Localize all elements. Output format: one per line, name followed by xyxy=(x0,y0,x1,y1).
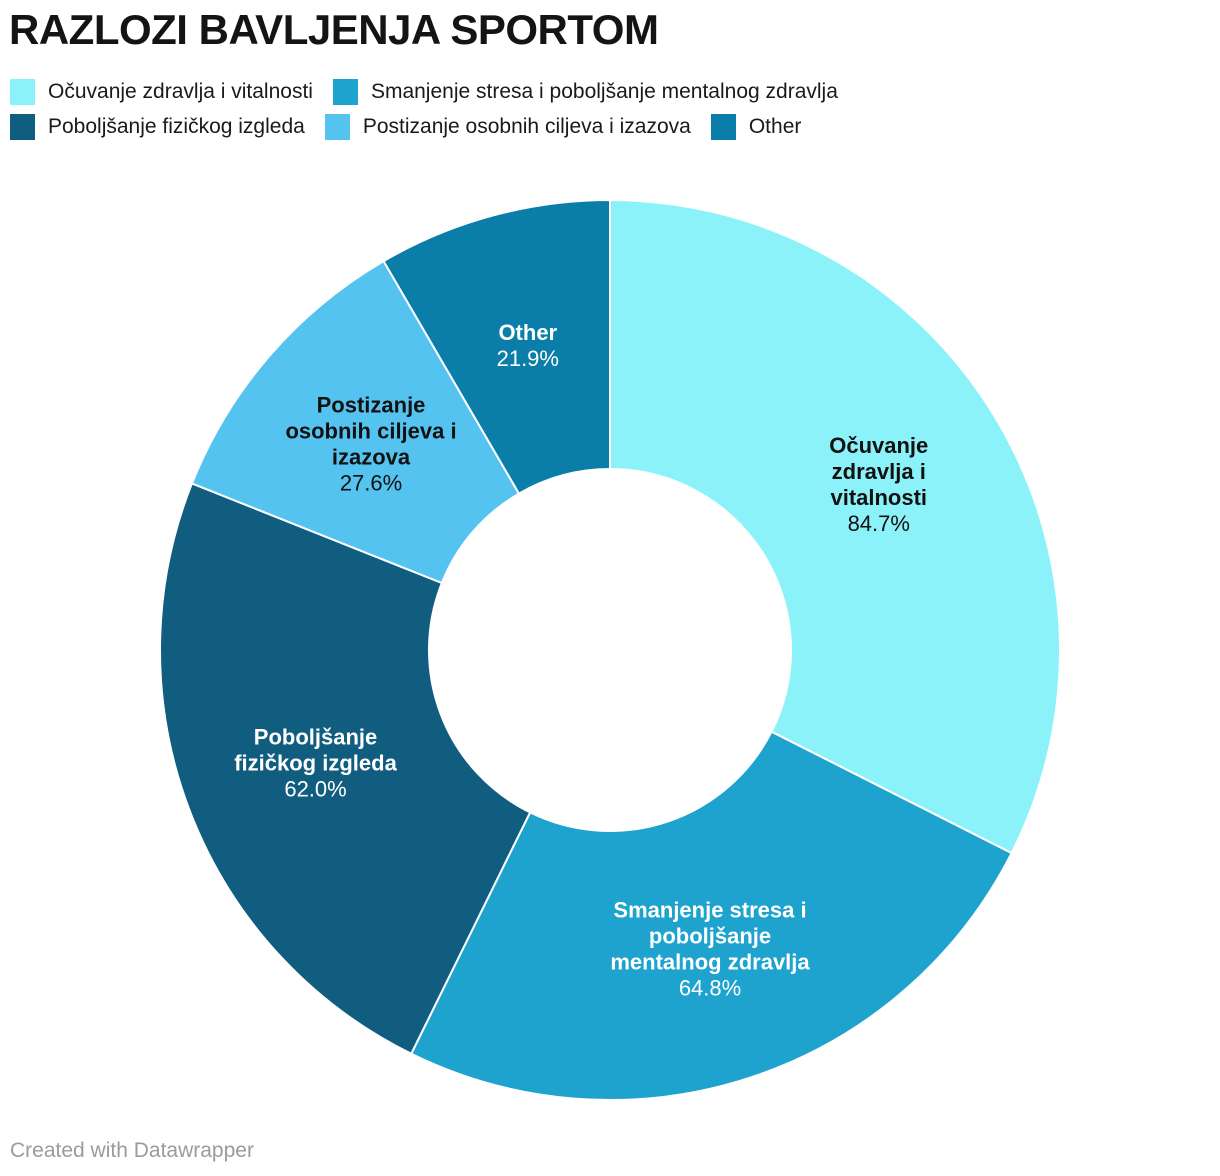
slice-label-1: Očuvanje zdravlja i vitalnosti 84.7% xyxy=(829,433,928,536)
chart-footer: Created with Datawrapper xyxy=(10,1138,254,1164)
slice-label-5: Other 21.9% xyxy=(497,320,559,371)
datawrapper-attribution-link[interactable]: Created with Datawrapper xyxy=(10,1139,254,1162)
legend: Očuvanje zdravlja i vitalnosti Smanjenje … xyxy=(10,79,1020,140)
donut-slice-5[interactable] xyxy=(382,198,611,495)
legend-item-5: Other xyxy=(710,114,802,140)
legend-label: Other xyxy=(748,115,802,138)
legend-swatch-icon xyxy=(324,114,350,140)
legend-swatch-icon xyxy=(10,79,35,105)
legend-label: Smanjenje stresa i poboljšanje mentalnog… xyxy=(370,80,838,103)
donut-slice-1[interactable] xyxy=(609,198,1062,855)
legend-label: Poboljšanje fizičkog izgleda xyxy=(48,115,305,138)
donut-slice-4[interactable] xyxy=(190,259,521,585)
legend-item-4: Postizanje osobnih ciljeva i izazova xyxy=(324,114,691,140)
legend-swatch-icon xyxy=(332,79,358,105)
legend-label: Očuvanje zdravlja i vitalnosti xyxy=(48,80,313,103)
legend-swatch-icon xyxy=(710,114,736,140)
legend-item-1: Očuvanje zdravlja i vitalnosti xyxy=(10,79,313,105)
legend-item-2: Smanjenje stresa i poboljšanje mentalnog… xyxy=(332,79,838,105)
slice-label-3: Poboljšanje fizičkog izgleda 62.0% xyxy=(234,725,397,802)
slice-label-2: Smanjenje stresa i poboljšanje mentalnog z… xyxy=(610,898,810,1001)
legend-item-3: Poboljšanje fizičkog izgleda xyxy=(10,114,305,140)
donut-slice-3[interactable] xyxy=(159,482,532,1056)
donut-slice-2[interactable] xyxy=(409,730,1013,1101)
legend-swatch-icon xyxy=(10,114,35,140)
chart-title: RAZLOZI BAVLJENJA SPORTOM xyxy=(9,6,659,53)
donut-svg: Očuvanje zdravlja i vitalnosti 84.7% Smanjen… xyxy=(159,198,1062,1101)
slice-label-4: Postizanje osobnih ciljeva i izazova 27.6% xyxy=(285,393,456,496)
legend-label: Postizanje osobnih ciljeva i izazova xyxy=(362,115,691,138)
donut-chart: Očuvanje zdravlja i vitalnosti 84.7% Smanjen… xyxy=(0,198,1220,1101)
